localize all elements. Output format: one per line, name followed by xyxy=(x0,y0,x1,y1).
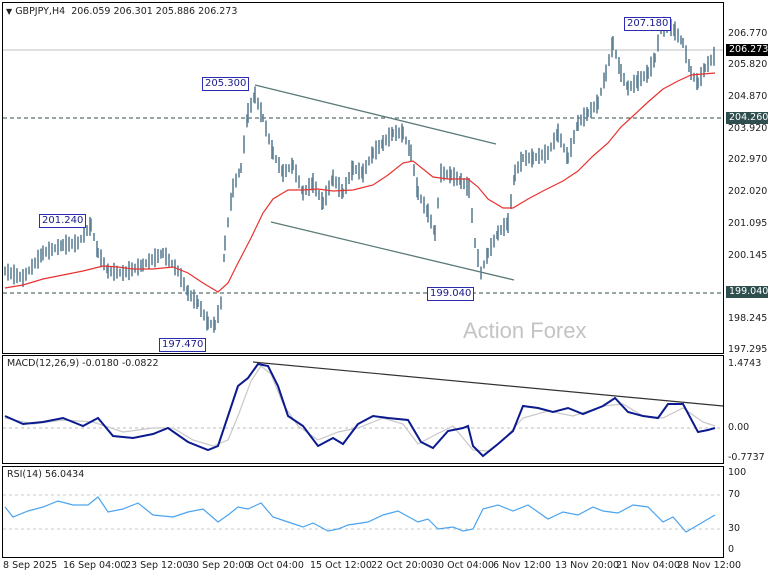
triangle-down-icon[interactable]: ▼ xyxy=(6,7,13,16)
time-axis-label: 21 Nov 04:00 xyxy=(616,560,681,571)
ohlc-values: 206.059 206.301 205.886 206.273 xyxy=(71,6,238,17)
rsi-canvas xyxy=(3,494,723,533)
macd-title: MACD(12,26,9) -0.0180 -0.0822 xyxy=(7,358,159,369)
price-axis-label: 198.245 xyxy=(728,313,768,324)
annotation-197470[interactable]: 197.470 xyxy=(159,338,207,352)
channel-upper-trendline[interactable] xyxy=(254,84,497,145)
rsi-axis-label: 0 xyxy=(728,544,735,555)
level-tag-204260: 204.260 xyxy=(726,112,768,124)
chart-header: ▼ GBPJPY,H4 206.059 206.301 205.886 206.… xyxy=(6,6,237,17)
time-axis-label: 16 Sep 04:00 xyxy=(63,560,127,571)
level-tag-199040: 199.040 xyxy=(726,286,768,298)
rsi-title: RSI(14) 56.0434 xyxy=(7,469,85,480)
current-price-tag: 206.273 xyxy=(726,44,768,56)
macd-trendline[interactable] xyxy=(252,361,724,407)
price-axis-label: 204.870 xyxy=(728,91,768,102)
time-axis-label: 30 Oct 04:00 xyxy=(432,560,494,571)
time-axis-label: 6 Nov 12:00 xyxy=(493,560,552,571)
price-axis-label: 201.095 xyxy=(728,218,768,229)
time-axis-label: 22 Oct 20:00 xyxy=(371,560,433,571)
watermark: Action Forex xyxy=(463,318,587,343)
time-axis-label: 13 Nov 20:00 xyxy=(555,560,620,571)
price-axis-label: 202.970 xyxy=(728,154,768,165)
price-chart-canvas xyxy=(3,16,723,333)
price-axis-label: 205.820 xyxy=(728,59,768,70)
annotation-207180[interactable]: 207.180 xyxy=(624,17,672,31)
price-axis-label: 203.920 xyxy=(728,123,768,134)
price-axis-label: 202.020 xyxy=(728,186,768,197)
price-axis-label: 206.770 xyxy=(728,28,768,39)
macd-axis-label: -0.7737 xyxy=(728,452,765,463)
annotation-199040[interactable]: 199.040 xyxy=(427,287,475,301)
rsi-axis-label: 100 xyxy=(728,467,747,478)
macd-signal-line xyxy=(4,365,716,452)
symbol-timeframe: GBPJPY,H4 xyxy=(15,6,66,17)
time-axis-label: 8 Sep 2025 xyxy=(3,560,58,571)
macd-axis-label: 0.00 xyxy=(728,422,750,433)
price-bars xyxy=(4,16,715,333)
rsi-line xyxy=(4,496,716,533)
price-axis-label: 200.145 xyxy=(728,250,768,261)
time-axis-label: 8 Oct 04:00 xyxy=(248,560,304,571)
rsi-pane[interactable]: RSI(14) 56.0434 xyxy=(2,466,724,558)
time-axis-label: 15 Oct 12:00 xyxy=(310,560,372,571)
rsi-axis-label: 70 xyxy=(728,489,741,500)
macd-pane[interactable]: MACD(12,26,9) -0.0180 -0.0822 xyxy=(2,355,724,464)
macd-main-line xyxy=(4,362,716,458)
time-axis-label: 28 Nov 12:00 xyxy=(677,560,742,571)
macd-axis-label: 1.4743 xyxy=(728,358,762,369)
time-axis-label: 30 Sep 20:00 xyxy=(187,560,251,571)
rsi-axis-label: 30 xyxy=(728,523,741,534)
annotation-205300[interactable]: 205.300 xyxy=(202,77,250,91)
macd-canvas xyxy=(3,361,724,458)
time-axis-label: 23 Sep 12:00 xyxy=(125,560,189,571)
sma-line xyxy=(4,72,716,293)
annotation-201240[interactable]: 201.240 xyxy=(39,214,87,228)
price-chart-pane[interactable]: Action Forex 207.180 205.300 201.240 197… xyxy=(2,2,724,354)
channel-lower-trendline[interactable] xyxy=(270,221,515,281)
price-axis-label: 197.295 xyxy=(728,344,768,355)
